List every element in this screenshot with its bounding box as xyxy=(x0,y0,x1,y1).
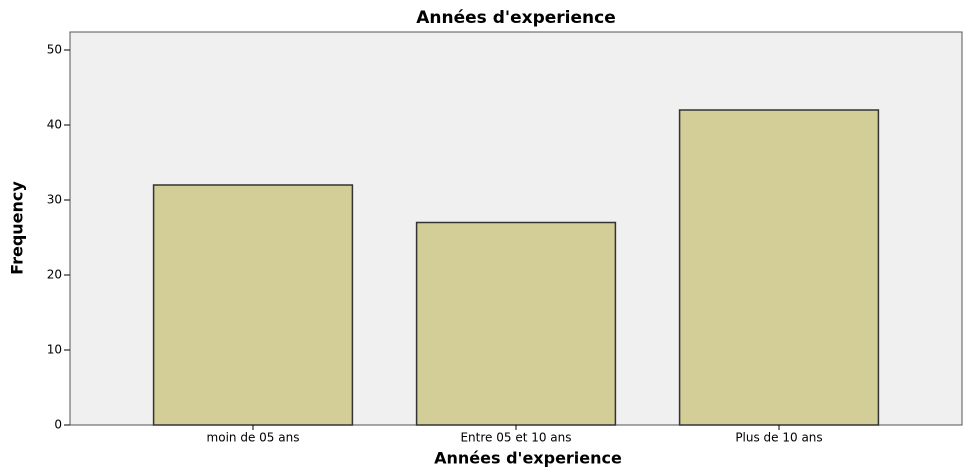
y-tick-label: 10 xyxy=(47,343,62,357)
x-tick-label: moin de 05 ans xyxy=(207,431,300,445)
bar xyxy=(152,184,354,426)
x-tick-label: Entre 05 et 10 ans xyxy=(460,431,571,445)
y-tick-label: 0 xyxy=(54,418,62,432)
y-tick-label: 50 xyxy=(47,43,62,57)
bar xyxy=(415,221,617,426)
y-axis-title: Frequency xyxy=(8,181,27,275)
bar xyxy=(678,109,880,426)
y-tick-label: 40 xyxy=(47,118,62,132)
x-axis-title: Années d'experience xyxy=(434,449,622,468)
chart-title: Années d'experience xyxy=(416,8,615,28)
y-tick-label: 20 xyxy=(47,268,62,282)
y-tick-label: 30 xyxy=(47,193,62,207)
x-tick-label: Plus de 10 ans xyxy=(735,431,822,445)
